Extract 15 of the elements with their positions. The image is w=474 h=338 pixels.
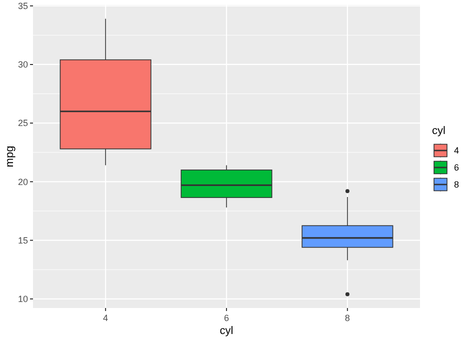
y-axis-title: mpg [4,146,16,168]
y-tick-label: 15 [18,235,28,246]
legend-label: 4 [454,146,460,156]
y-tick-label: 25 [18,118,28,128]
legend-title: cyl [432,125,446,137]
x-axis-title: cyl [220,325,234,337]
legend-label: 6 [454,162,460,173]
y-tick-label: 20 [18,176,28,187]
x-tick-label: 6 [224,313,230,323]
legend-label: 8 [454,180,460,190]
y-tick-label: 10 [18,294,28,304]
x-tick-label: 8 [344,313,350,323]
x-tick-label: 4 [103,313,108,323]
y-tick-label: 30 [18,60,28,70]
y-tick-label: 35 [18,1,28,12]
